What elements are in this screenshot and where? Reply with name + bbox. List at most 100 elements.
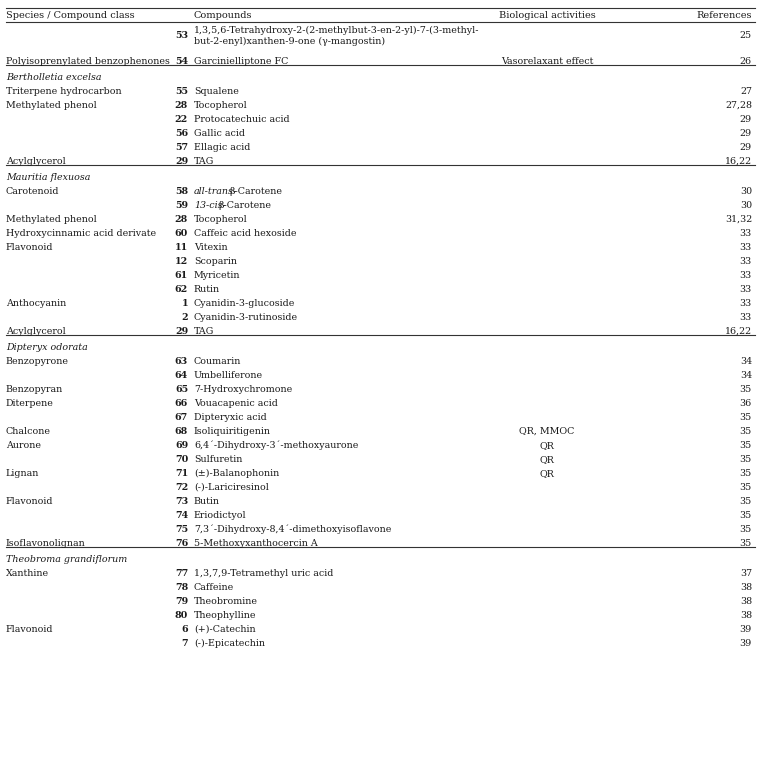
Text: Biological activities: Biological activities bbox=[498, 11, 595, 21]
Text: 63: 63 bbox=[175, 357, 188, 366]
Text: 27: 27 bbox=[740, 87, 752, 96]
Text: (±)-Balanophonin: (±)-Balanophonin bbox=[194, 469, 279, 478]
Text: 69: 69 bbox=[175, 441, 188, 450]
Text: 39: 39 bbox=[740, 625, 752, 634]
Text: Scoparin: Scoparin bbox=[194, 257, 237, 266]
Text: Benzopyrone: Benzopyrone bbox=[6, 357, 69, 366]
Text: 57: 57 bbox=[175, 143, 188, 152]
Text: Sulfuretin: Sulfuretin bbox=[194, 455, 242, 464]
Text: 64: 64 bbox=[175, 371, 188, 380]
Text: 38: 38 bbox=[740, 611, 752, 620]
Text: (-)-Epicatechin: (-)-Epicatechin bbox=[194, 639, 265, 648]
Text: 55: 55 bbox=[175, 87, 188, 96]
Text: 26: 26 bbox=[740, 57, 752, 66]
Text: 1: 1 bbox=[181, 299, 188, 308]
Text: all-trans-: all-trans- bbox=[194, 187, 237, 196]
Text: 7-Hydroxychromone: 7-Hydroxychromone bbox=[194, 385, 292, 394]
Text: 54: 54 bbox=[175, 57, 188, 66]
Text: β-Carotene: β-Carotene bbox=[229, 187, 282, 196]
Text: 33: 33 bbox=[740, 285, 752, 294]
Text: 1,3,5,6-Tetrahydroxy-2-(2-methylbut-3-en-2-yl)-7-(3-methyl-: 1,3,5,6-Tetrahydroxy-2-(2-methylbut-3-en… bbox=[194, 26, 479, 35]
Text: Triterpene hydrocarbon: Triterpene hydrocarbon bbox=[6, 87, 122, 96]
Text: 33: 33 bbox=[740, 313, 752, 322]
Text: 35: 35 bbox=[740, 385, 752, 394]
Text: Garcinielliptone FC: Garcinielliptone FC bbox=[194, 57, 288, 66]
Text: 35: 35 bbox=[740, 441, 752, 450]
Text: 13-cis-: 13-cis- bbox=[194, 201, 226, 210]
Text: 70: 70 bbox=[175, 455, 188, 464]
Text: Butin: Butin bbox=[194, 497, 220, 506]
Text: (+)-Catechin: (+)-Catechin bbox=[194, 625, 256, 634]
Text: Ellagic acid: Ellagic acid bbox=[194, 143, 250, 152]
Text: 29: 29 bbox=[740, 129, 752, 138]
Text: Isoflavonolignan: Isoflavonolignan bbox=[6, 539, 86, 548]
Text: Diterpene: Diterpene bbox=[6, 399, 54, 408]
Text: 74: 74 bbox=[175, 511, 188, 520]
Text: Myricetin: Myricetin bbox=[194, 271, 240, 280]
Text: 58: 58 bbox=[175, 187, 188, 196]
Text: Hydroxycinnamic acid derivate: Hydroxycinnamic acid derivate bbox=[6, 229, 156, 238]
Text: 33: 33 bbox=[740, 271, 752, 280]
Text: 73: 73 bbox=[175, 497, 188, 506]
Text: 35: 35 bbox=[740, 483, 752, 492]
Text: 16,22: 16,22 bbox=[725, 157, 752, 166]
Text: Polyisoprenylated benzophenones: Polyisoprenylated benzophenones bbox=[6, 57, 170, 66]
Text: QR, MMOC: QR, MMOC bbox=[519, 427, 575, 436]
Text: TAG: TAG bbox=[194, 157, 215, 166]
Text: Rutin: Rutin bbox=[194, 285, 220, 294]
Text: 34: 34 bbox=[740, 371, 752, 380]
Text: Vitexin: Vitexin bbox=[194, 243, 228, 252]
Text: 77: 77 bbox=[175, 569, 188, 578]
Text: 56: 56 bbox=[175, 129, 188, 138]
Text: Vasorelaxant effect: Vasorelaxant effect bbox=[501, 57, 593, 66]
Text: 39: 39 bbox=[740, 639, 752, 648]
Text: Coumarin: Coumarin bbox=[194, 357, 241, 366]
Text: Dipteryxic acid: Dipteryxic acid bbox=[194, 413, 267, 422]
Text: Xanthine: Xanthine bbox=[6, 569, 49, 578]
Text: 5-Methoxyxanthocercin A: 5-Methoxyxanthocercin A bbox=[194, 539, 318, 548]
Text: 60: 60 bbox=[175, 229, 188, 238]
Text: 22: 22 bbox=[175, 115, 188, 124]
Text: 33: 33 bbox=[740, 299, 752, 308]
Text: 75: 75 bbox=[175, 525, 188, 534]
Text: 35: 35 bbox=[740, 525, 752, 534]
Text: 27,28: 27,28 bbox=[725, 101, 752, 110]
Text: 79: 79 bbox=[175, 597, 188, 606]
Text: Cyanidin-3-rutinoside: Cyanidin-3-rutinoside bbox=[194, 313, 298, 322]
Text: Umbelliferone: Umbelliferone bbox=[194, 371, 263, 380]
Text: Protocatechuic acid: Protocatechuic acid bbox=[194, 115, 290, 124]
Text: Mauritia flexuosa: Mauritia flexuosa bbox=[6, 173, 91, 182]
Text: Cyanidin-3-glucoside: Cyanidin-3-glucoside bbox=[194, 299, 295, 308]
Text: Caffeine: Caffeine bbox=[194, 583, 234, 592]
Text: 68: 68 bbox=[175, 427, 188, 436]
Text: Bertholletia excelsa: Bertholletia excelsa bbox=[6, 73, 101, 82]
Text: 34: 34 bbox=[740, 357, 752, 366]
Text: 35: 35 bbox=[740, 539, 752, 548]
Text: 37: 37 bbox=[740, 569, 752, 578]
Text: 33: 33 bbox=[740, 243, 752, 252]
Text: 62: 62 bbox=[175, 285, 188, 294]
Text: but-2-enyl)xanthen-9-one (γ-mangostin): but-2-enyl)xanthen-9-one (γ-mangostin) bbox=[194, 37, 385, 46]
Text: QR: QR bbox=[540, 469, 555, 478]
Text: TAG: TAG bbox=[194, 327, 215, 336]
Text: (-)-Lariciresinol: (-)-Lariciresinol bbox=[194, 483, 269, 492]
Text: 7,3´-Dihydroxy-8,4´-dimethoxyisoflavone: 7,3´-Dihydroxy-8,4´-dimethoxyisoflavone bbox=[194, 524, 391, 534]
Text: 33: 33 bbox=[740, 257, 752, 266]
Text: Caffeic acid hexoside: Caffeic acid hexoside bbox=[194, 229, 297, 238]
Text: Aurone: Aurone bbox=[6, 441, 41, 450]
Text: Theophylline: Theophylline bbox=[194, 611, 256, 620]
Text: 29: 29 bbox=[175, 327, 188, 336]
Text: 6: 6 bbox=[181, 625, 188, 634]
Text: 16,22: 16,22 bbox=[725, 327, 752, 336]
Text: 35: 35 bbox=[740, 469, 752, 478]
Text: Vouacapenic acid: Vouacapenic acid bbox=[194, 399, 278, 408]
Text: Methylated phenol: Methylated phenol bbox=[6, 215, 97, 224]
Text: References: References bbox=[696, 11, 752, 21]
Text: Flavonoid: Flavonoid bbox=[6, 625, 53, 634]
Text: Squalene: Squalene bbox=[194, 87, 239, 96]
Text: Tocopherol: Tocopherol bbox=[194, 101, 248, 110]
Text: 2: 2 bbox=[181, 313, 188, 322]
Text: 28: 28 bbox=[175, 101, 188, 110]
Text: β-Carotene: β-Carotene bbox=[218, 201, 272, 210]
Text: Isoliquiritigenin: Isoliquiritigenin bbox=[194, 427, 271, 436]
